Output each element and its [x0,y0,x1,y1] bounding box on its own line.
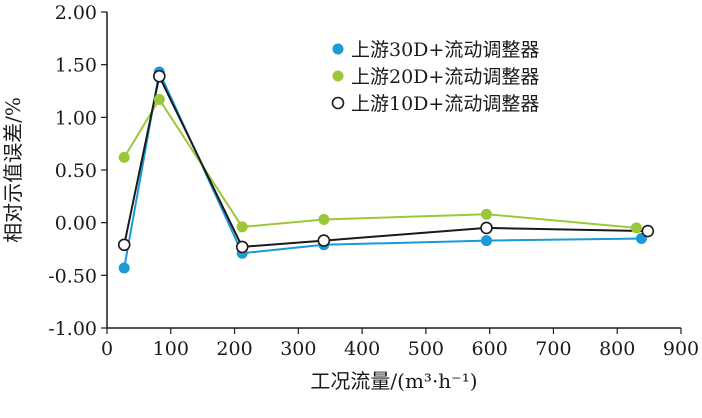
x-tick-label: 800 [599,338,635,360]
x-tick-label: 900 [663,338,699,360]
legend-marker-1 [332,70,344,82]
legend-label-0: 上游30D+流动调整器 [351,39,539,61]
series-group [117,66,655,274]
x-tick-label: 500 [408,338,444,360]
data-point-series-0 [480,235,492,247]
x-tick-label: 200 [216,338,252,360]
data-point-series-2 [317,234,331,247]
x-tick-label: 0 [101,338,113,360]
data-point-series-2 [641,224,655,238]
data-point-series-1 [236,221,248,233]
data-point-series-1 [153,93,165,105]
y-axis-title: 相对示值误差/% [1,97,25,243]
data-point-series-1 [630,222,642,234]
x-axis-title: 工况流量/(m³·h⁻¹) [310,369,477,393]
data-point-series-1 [480,208,492,220]
y-tick-label: 0.50 [55,160,97,182]
data-point-series-2 [235,240,249,254]
data-point-series-1 [118,151,130,163]
x-tick-label: 300 [280,338,316,360]
data-point-series-2 [480,221,493,235]
series-line-2 [123,75,648,248]
data-point-series-2 [152,69,166,83]
x-tick-label: 400 [344,338,380,360]
x-axis-ticks: 0 100 200 300 400 500 600 700 800 900 [101,328,699,360]
legend-marker-0 [332,43,344,55]
y-tick-label: 2.00 [55,2,97,24]
data-point-series-0 [118,262,130,274]
x-tick-label: 600 [472,338,508,360]
data-point-series-2 [117,238,131,252]
y-tick-label: -1.00 [48,318,97,340]
legend-marker-2 [331,96,345,110]
y-tick-label: 1.00 [55,107,97,129]
y-tick-label: 0.00 [55,213,97,235]
x-tick-label: 100 [153,338,189,360]
data-point-series-1 [318,214,330,226]
x-tick-label: 700 [535,338,571,360]
legend-label-2: 上游10D+流动调整器 [351,93,539,115]
y-axis-ticks: -1.00 -0.50 0.00 0.50 1.00 1.50 2.00 [48,2,107,340]
y-tick-label: 1.50 [55,55,97,77]
y-tick-label: -0.50 [48,265,97,287]
legend-label-1: 上游20D+流动调整器 [351,66,539,88]
